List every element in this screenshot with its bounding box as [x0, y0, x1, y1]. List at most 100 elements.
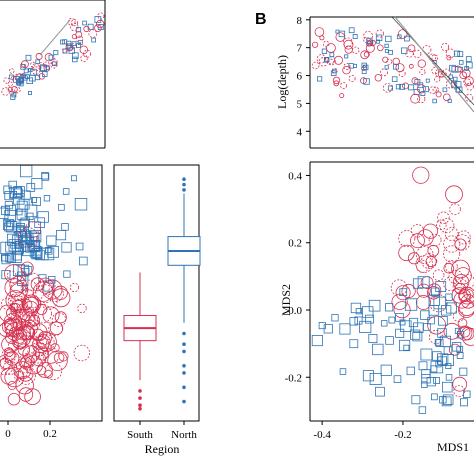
point-south	[454, 238, 467, 251]
point-north	[26, 212, 34, 221]
point-south	[415, 246, 434, 265]
point-south	[397, 29, 408, 39]
point-south	[352, 46, 360, 54]
point-south	[14, 86, 21, 94]
point-north	[72, 52, 79, 59]
point-north	[362, 64, 369, 71]
point-south	[9, 299, 28, 318]
point-south	[0, 354, 14, 370]
point-north	[355, 307, 363, 315]
point-south	[395, 63, 405, 73]
point-north	[62, 188, 70, 195]
point-south	[454, 234, 471, 251]
outlier	[182, 188, 186, 192]
point-south	[417, 95, 426, 104]
point-south	[24, 352, 37, 366]
point-south	[32, 281, 54, 302]
ytick-label: 4	[297, 126, 303, 138]
point-south	[452, 278, 468, 294]
point-north	[435, 281, 447, 293]
point-north	[75, 242, 84, 251]
point-south	[434, 76, 441, 83]
point-north	[464, 66, 470, 71]
xtick-label: -0.4	[313, 429, 331, 441]
point-north	[349, 317, 358, 326]
outlier	[138, 407, 142, 411]
point-north	[375, 386, 385, 397]
point-south	[37, 277, 54, 294]
point-north	[398, 339, 411, 352]
point-north	[62, 39, 68, 45]
boxplot-frame	[113, 164, 200, 422]
point-north	[459, 367, 468, 376]
point-north	[43, 195, 51, 202]
point-south	[393, 301, 411, 319]
point-north	[441, 354, 454, 367]
point-south	[437, 211, 450, 224]
point-north	[34, 74, 41, 81]
point-north	[16, 225, 24, 233]
point-north	[445, 302, 457, 314]
point-south	[385, 58, 393, 65]
point-north	[6, 253, 16, 263]
point-south	[3, 77, 10, 84]
outlier	[182, 385, 186, 390]
outlier	[182, 177, 186, 181]
outlier	[138, 389, 142, 393]
point-south	[30, 61, 36, 68]
point-north	[441, 396, 452, 407]
point-north	[423, 323, 431, 331]
point-north	[4, 209, 16, 222]
point-north	[339, 368, 347, 375]
point-north	[463, 390, 471, 398]
point-south	[40, 292, 58, 310]
point-south	[446, 55, 452, 61]
point-north	[384, 303, 394, 312]
point-north	[21, 190, 31, 200]
point-south	[83, 49, 92, 58]
boxplot-xlabel: Region	[145, 442, 180, 456]
point-north	[363, 78, 370, 85]
point-north	[365, 314, 374, 324]
point-south	[363, 51, 370, 58]
point-south	[464, 76, 474, 86]
point-south	[316, 54, 326, 64]
ytick-label: 0.0	[288, 305, 302, 317]
panel-a-bottom-points	[0, 164, 91, 406]
point-north	[352, 34, 358, 39]
point-north	[316, 76, 323, 82]
point-south	[7, 81, 13, 87]
point-north	[368, 299, 381, 312]
point-south	[23, 311, 36, 324]
point-north	[413, 322, 424, 333]
point-south	[20, 63, 25, 68]
point-south	[311, 41, 319, 48]
point-north	[329, 52, 335, 58]
point-south	[13, 298, 28, 313]
point-north	[433, 377, 441, 384]
point-north	[21, 243, 35, 257]
point-north	[354, 316, 363, 325]
ytick-label: -0.2	[285, 372, 302, 384]
point-north	[457, 51, 464, 57]
point-south	[425, 256, 437, 268]
point-north	[399, 288, 408, 297]
point-south	[407, 252, 420, 265]
point-north	[23, 68, 29, 74]
point-south	[421, 252, 438, 269]
point-north	[384, 65, 389, 70]
point-south	[408, 63, 414, 69]
point-south	[344, 45, 353, 54]
point-south	[332, 76, 341, 85]
point-north	[387, 85, 393, 91]
point-north	[331, 314, 339, 322]
point-south	[14, 364, 29, 379]
panel-b-top-yticks: 4 5 6 7 8	[297, 15, 310, 138]
point-south	[37, 332, 57, 352]
outlier	[182, 182, 186, 187]
point-north	[15, 208, 23, 216]
point-south	[451, 259, 470, 279]
point-north	[432, 98, 437, 104]
point-north	[10, 242, 17, 249]
point-north	[406, 366, 415, 376]
